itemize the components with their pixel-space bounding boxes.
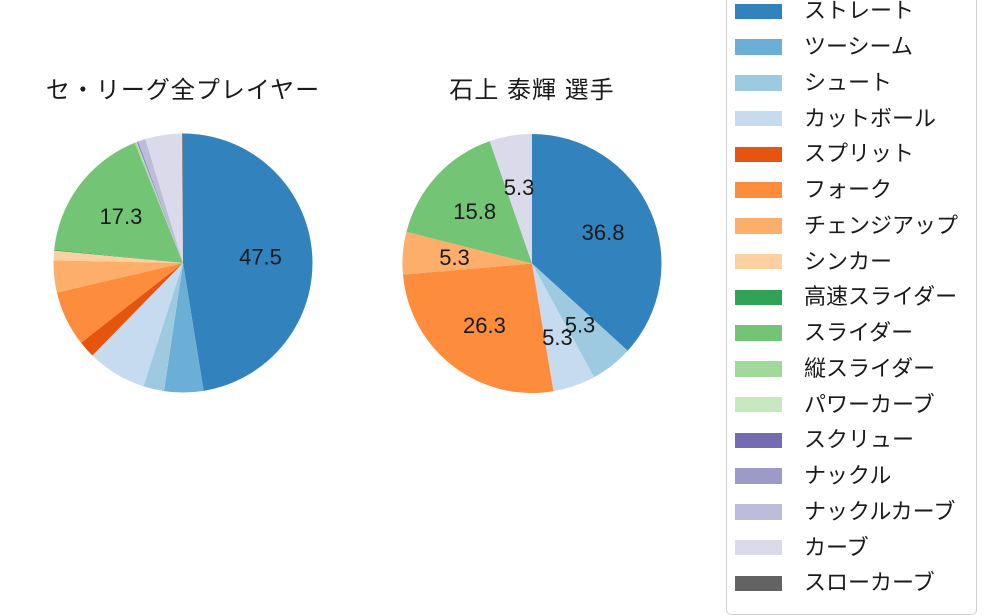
legend-item: カットボール: [727, 101, 976, 137]
legend-item-label: シンカー: [804, 248, 893, 274]
pie-slice-ナックルカーブ: [138, 139, 183, 263]
pie-slice-カーブ: [145, 133, 183, 263]
pie-slice-縦スライダー: [134, 142, 183, 263]
legend-box: ストレートツーシームシュートカットボール スプリットフォークチェンジアップ シンカー…: [726, 0, 977, 615]
legend-swatch: [735, 146, 782, 163]
legend-swatch: [735, 110, 782, 127]
legend-swatch: [735, 218, 782, 234]
legend-item: ナックル: [727, 458, 976, 494]
legend-item-label: チェンジアップ: [804, 212, 959, 238]
legend-item: シンカー: [727, 244, 976, 280]
legend-item-label: シュート: [804, 69, 893, 95]
legend-swatch: [735, 289, 782, 306]
legend-swatch: [735, 396, 782, 413]
legend-swatch: [735, 253, 782, 270]
legend-item-label: 縦スライダー: [804, 355, 936, 381]
legend-item-label: スプリット: [804, 141, 915, 167]
pie-slice-シンカー: [53, 250, 183, 263]
legend-swatch: [735, 575, 782, 592]
legend-item: ツーシーム: [727, 29, 976, 65]
pie-value-label: 5.3: [542, 325, 573, 350]
legend-item-label: ナックル: [804, 463, 892, 489]
legend-item: パワーカーブ: [727, 387, 976, 423]
legend-swatch: [735, 361, 782, 377]
pie-value-label: 26.3: [463, 313, 506, 338]
pie-title-left: セ・リーグ全プレイヤー: [45, 77, 321, 104]
pie-slice-スクリュー: [136, 141, 183, 263]
legend-item: カーブ: [727, 530, 976, 566]
pie-slice-高速スライダー: [54, 249, 184, 263]
pie-value-label: 5.3: [565, 313, 596, 338]
legend-item-label: フォーク: [804, 177, 893, 203]
pie-slice-フォーク: [56, 263, 183, 343]
legend-item: フォーク: [727, 172, 976, 208]
pie-charts-svg: 47.517.336.85.35.326.35.315.85.3: [53, 133, 662, 393]
pie-value-label: 17.3: [99, 204, 142, 229]
legend-swatch: [735, 39, 782, 55]
legend-item: スプリット: [727, 137, 976, 173]
legend-item: スローカーブ: [727, 566, 976, 602]
figure: セ・リーグ全プレイヤー 石上 泰輝 選手 47.5 17.3 36.8 5.3 5.3 2…: [45, 0, 977, 615]
pie-value-label: 5.3: [504, 175, 535, 200]
pie-slice-チェンジアップ: [53, 260, 183, 293]
pie-slice-ツーシーム: [163, 263, 204, 393]
legend-item-label: カーブ: [804, 534, 869, 560]
pie-value-label: 15.8: [453, 199, 496, 224]
legend-swatch: [735, 432, 782, 449]
legend-swatch: [735, 182, 782, 198]
legend-item: 高速スライダー: [727, 280, 976, 316]
legend-item-label: ツーシーム: [804, 34, 913, 60]
legend-swatch: [735, 468, 782, 484]
pie-slice-カットボール: [532, 263, 594, 392]
legend-item-label: 高速スライダー: [804, 284, 958, 310]
legend-item: ナックルカーブ: [727, 494, 976, 530]
pie-slice-ストレート: [183, 133, 313, 391]
pie-slice-ストレート: [532, 134, 662, 351]
legend-item: チェンジアップ: [727, 208, 976, 244]
pie-slice-スライダー: [406, 141, 532, 264]
pie-slice-スプリット: [81, 263, 183, 356]
legend-item-label: スライダー: [804, 320, 914, 346]
pie-slice-パワーカーブ: [136, 141, 183, 263]
legend-item-label: ストレート: [804, 0, 915, 24]
pie-value-label: 47.5: [239, 245, 282, 270]
legend-item: シュート: [727, 65, 976, 101]
legend-item-label: スクリュー: [804, 427, 915, 453]
pie-slice-シュート: [532, 263, 628, 378]
legend-item: スライダー: [727, 315, 976, 351]
pie-slice-シュート: [143, 263, 183, 392]
legend-item: スクリュー: [727, 423, 976, 459]
pie-slice-カットボール: [92, 263, 183, 387]
pie-slice-スライダー: [54, 142, 183, 263]
legend-item-label: カットボール: [804, 105, 937, 131]
legend-item-label: パワーカーブ: [804, 391, 935, 417]
pie-slice-カーブ: [489, 134, 532, 264]
legend-item: 縦スライダー: [727, 351, 976, 387]
pie-title-right: 石上 泰輝 選手: [449, 77, 615, 104]
legend-swatch: [735, 504, 782, 520]
legend-swatch: [735, 75, 782, 91]
pie-value-label: 5.3: [439, 245, 470, 270]
legend-item: ストレート: [727, 0, 976, 29]
legend-item-label: ナックルカーブ: [804, 498, 956, 524]
legend-swatch: [735, 3, 782, 20]
legend-item-label: スローカーブ: [804, 570, 935, 596]
pie-slice-ナックル: [137, 141, 183, 263]
pie-slice-フォーク: [402, 263, 554, 393]
pie-slice-スローカーブ: [182, 133, 183, 263]
legend-swatch: [735, 325, 782, 341]
legend-swatch: [735, 539, 782, 556]
pie-slice-チェンジアップ: [402, 231, 532, 275]
pie-value-label: 36.8: [582, 220, 625, 245]
